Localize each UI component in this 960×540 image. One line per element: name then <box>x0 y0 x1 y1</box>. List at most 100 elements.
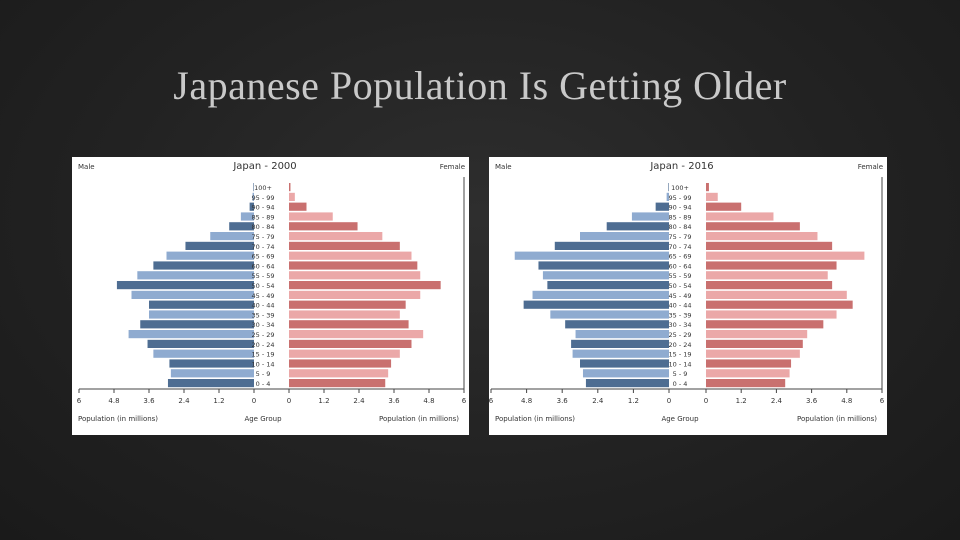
left-tick-label: 0 <box>252 397 256 405</box>
x-axis-label-center: Age Group <box>661 415 699 423</box>
age-group-label: 15 - 19 <box>251 351 274 359</box>
age-group-label: 30 - 34 <box>251 321 274 329</box>
female-bar <box>289 202 307 211</box>
male-bar <box>252 192 254 201</box>
age-group-label: 45 - 49 <box>668 292 691 300</box>
left-tick-label: 4.8 <box>521 397 532 405</box>
female-bar <box>289 310 400 319</box>
left-tick-label: 1.2 <box>213 397 224 405</box>
left-tick-label: 0 <box>667 397 671 405</box>
age-group-label: 35 - 39 <box>668 311 691 319</box>
pyramid-svg-2000: Japan - 2000 Male Female Population (in … <box>77 161 467 423</box>
age-group-label: 90 - 94 <box>668 204 691 212</box>
x-axis-label-center: Age Group <box>244 415 282 423</box>
male-bar <box>655 202 669 211</box>
age-group-label: 100+ <box>254 184 272 192</box>
male-bar <box>149 310 254 319</box>
age-group-label: 75 - 79 <box>251 233 274 241</box>
age-group-label: 35 - 39 <box>251 311 274 319</box>
age-group-label: 90 - 94 <box>251 204 274 212</box>
male-bar <box>166 251 254 260</box>
age-group-label: 80 - 84 <box>668 223 691 231</box>
male-bar <box>149 300 254 309</box>
age-group-label: 40 - 44 <box>251 302 274 310</box>
left-tick-label: 6 <box>77 397 82 405</box>
male-bar <box>249 202 254 211</box>
male-label: Male <box>495 163 512 171</box>
male-bar <box>547 281 669 290</box>
male-bar <box>153 261 254 270</box>
age-group-label: 65 - 69 <box>251 253 274 261</box>
age-group-label: 60 - 64 <box>668 262 691 270</box>
pyramid-svg-2016: Japan - 2016 Male Female Population (in … <box>489 161 885 423</box>
male-bar <box>153 349 254 358</box>
age-group-label: 10 - 14 <box>668 360 691 368</box>
right-tick-label: 4.8 <box>423 397 434 405</box>
left-tick-label: 4.8 <box>108 397 119 405</box>
age-group-label: 85 - 89 <box>668 213 691 221</box>
male-bar <box>131 290 254 299</box>
age-group-label: 5 - 9 <box>673 370 688 378</box>
age-group-label: 10 - 14 <box>251 360 274 368</box>
male-bar <box>229 222 254 231</box>
right-tick-label: 2.4 <box>353 397 365 405</box>
male-bar <box>538 261 669 270</box>
age-group-label: 50 - 54 <box>668 282 691 290</box>
age-group-label: 20 - 24 <box>668 341 691 349</box>
right-tick-label: 6 <box>462 397 467 405</box>
female-bar <box>289 281 441 290</box>
female-bar <box>706 222 800 231</box>
left-tick-label: 3.6 <box>143 397 155 405</box>
age-group-label: 0 - 4 <box>256 380 271 388</box>
male-bar <box>253 183 254 192</box>
female-bar <box>706 261 837 270</box>
female-bar <box>289 271 421 280</box>
male-bar <box>169 359 254 368</box>
female-bar <box>289 349 400 358</box>
male-bar <box>514 251 669 260</box>
male-bar <box>140 320 254 329</box>
male-bar <box>147 339 254 348</box>
age-group-label: 70 - 74 <box>668 243 691 251</box>
age-group-label: 25 - 29 <box>251 331 274 339</box>
female-bar <box>706 212 774 221</box>
male-bar <box>170 369 254 378</box>
male-bar <box>137 271 254 280</box>
female-bar <box>706 300 853 309</box>
female-bar <box>289 251 412 260</box>
female-bar <box>289 232 383 241</box>
age-group-label: 15 - 19 <box>668 351 691 359</box>
right-tick-label: 2.4 <box>771 397 783 405</box>
female-bar <box>706 290 847 299</box>
female-bar <box>706 202 742 211</box>
right-tick-label: 3.6 <box>388 397 400 405</box>
male-bar <box>554 241 669 250</box>
female-bar <box>289 290 421 299</box>
male-bar <box>585 379 669 388</box>
female-bar <box>289 320 409 329</box>
female-bar <box>289 183 291 192</box>
left-tick-label: 6 <box>489 397 494 405</box>
female-bar <box>289 300 406 309</box>
female-bar <box>289 241 400 250</box>
left-tick-label: 2.4 <box>178 397 190 405</box>
right-tick-label: 1.2 <box>318 397 329 405</box>
left-tick-label: 3.6 <box>557 397 569 405</box>
age-group-label: 85 - 89 <box>251 213 274 221</box>
age-group-label: 30 - 34 <box>668 321 691 329</box>
female-bar <box>706 330 808 339</box>
age-group-label: 45 - 49 <box>251 292 274 300</box>
male-bar <box>210 232 254 241</box>
female-bar <box>706 349 800 358</box>
female-bar <box>706 183 709 192</box>
male-bar <box>167 379 254 388</box>
male-label: Male <box>78 163 95 171</box>
female-bar <box>706 320 824 329</box>
female-bar <box>706 251 865 260</box>
left-tick-label: 1.2 <box>628 397 639 405</box>
male-bar <box>128 330 254 339</box>
male-bar <box>580 232 669 241</box>
age-group-label: 20 - 24 <box>251 341 274 349</box>
male-bar <box>571 339 669 348</box>
male-bar <box>580 359 669 368</box>
